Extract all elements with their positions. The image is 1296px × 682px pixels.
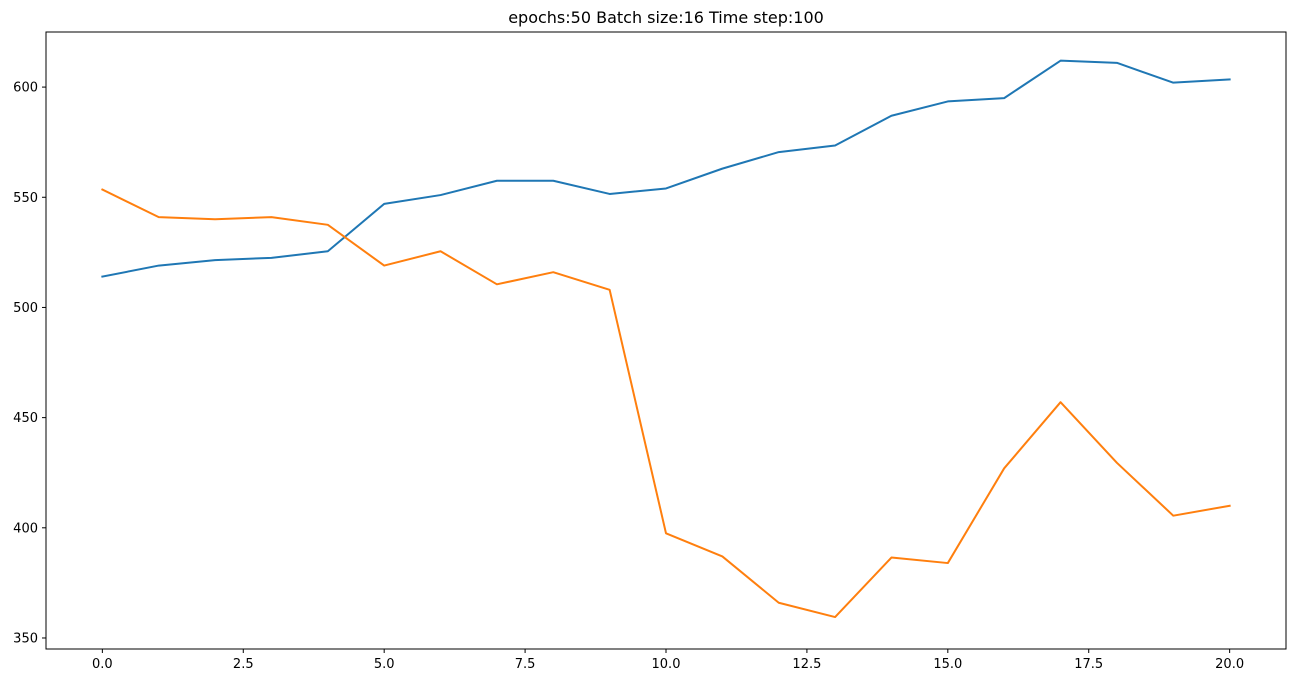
y-tick-label: 350 <box>13 631 38 646</box>
y-tick-label: 500 <box>13 301 38 316</box>
x-tick-label: 10.0 <box>652 657 681 672</box>
x-tick-label: 2.5 <box>233 657 254 672</box>
x-tick-label: 17.5 <box>1074 657 1103 672</box>
plot-area-frame <box>45 31 1287 650</box>
x-tick-label: 15.0 <box>933 657 962 672</box>
series-layer <box>101 59 1231 619</box>
y-tick-label: 450 <box>13 411 38 426</box>
series-line-1 <box>101 59 1231 278</box>
x-tick-label: 12.5 <box>792 657 821 672</box>
x-tick-label: 20.0 <box>1215 657 1244 672</box>
chart-title: epochs:50 Batch size:16 Time step:100 <box>508 8 824 27</box>
y-tick-label: 600 <box>13 81 38 96</box>
x-axis: 0.0 2.5 5.0 7.5 10.0 12.5 15.0 17.5 20.0 <box>92 649 1244 672</box>
series-line-2 <box>101 188 1231 619</box>
y-tick-label: 550 <box>13 191 38 206</box>
x-tick-label: 5.0 <box>374 657 395 672</box>
x-tick-label: 0.0 <box>92 657 113 672</box>
x-tick-label: 7.5 <box>515 657 536 672</box>
y-tick-label: 400 <box>13 521 38 536</box>
y-axis: 350 400 450 500 550 600 <box>13 81 46 646</box>
